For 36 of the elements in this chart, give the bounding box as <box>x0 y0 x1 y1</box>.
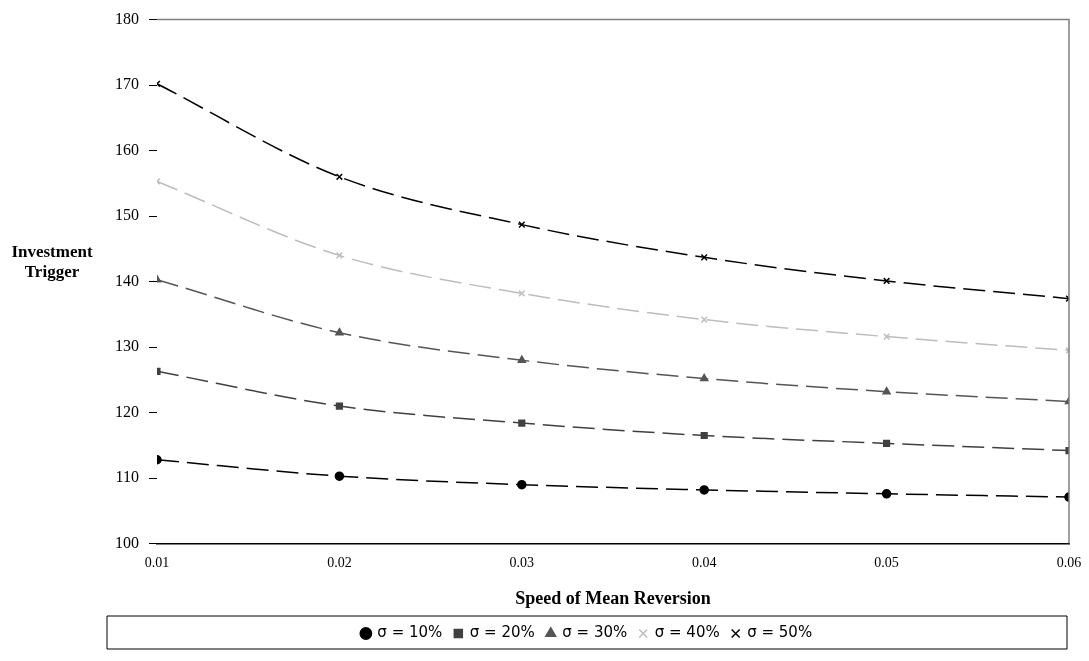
x-tick-label: 0.04 <box>691 554 717 570</box>
point <box>700 431 708 440</box>
y-tick-label: 110 <box>115 468 139 486</box>
legend-label: σ = 50% <box>747 623 813 642</box>
y-tick-label: 160 <box>115 140 139 158</box>
point <box>883 439 891 447</box>
y-tick-label: 180 <box>115 9 139 27</box>
point <box>518 419 526 427</box>
x-axis-title: Speed of Mean Reversion <box>515 587 711 608</box>
y-axis-title: Investment Trigger <box>10 242 94 282</box>
y-tick-label: 150 <box>115 206 139 224</box>
y-tick-label: 140 <box>115 271 139 289</box>
point <box>334 471 345 481</box>
y-tick-label: 100 <box>115 533 139 551</box>
x-tick-label: 0.05 <box>874 554 899 570</box>
point <box>699 485 709 495</box>
x-tick-label: 0.02 <box>327 554 352 570</box>
legend-label: σ = 20% <box>469 623 535 642</box>
point <box>335 402 343 410</box>
legend-label: σ = 10% <box>377 623 443 642</box>
legend-label: σ = 40% <box>654 623 720 642</box>
x-tick-label: 0.06 <box>1056 554 1082 570</box>
x-tick-label: 0.01 <box>144 554 170 570</box>
x-tick-label: 0.03 <box>509 554 535 570</box>
point <box>335 251 343 259</box>
point <box>881 489 892 499</box>
point <box>517 355 527 363</box>
y-tick-label: 130 <box>115 337 139 355</box>
point <box>517 479 527 490</box>
y-tick-label: 170 <box>115 75 139 93</box>
point <box>699 373 709 382</box>
point <box>335 327 344 336</box>
point <box>882 386 891 395</box>
point <box>883 333 891 341</box>
y-tick-label: 120 <box>115 402 139 420</box>
legend-label: σ = 30% <box>562 623 628 642</box>
